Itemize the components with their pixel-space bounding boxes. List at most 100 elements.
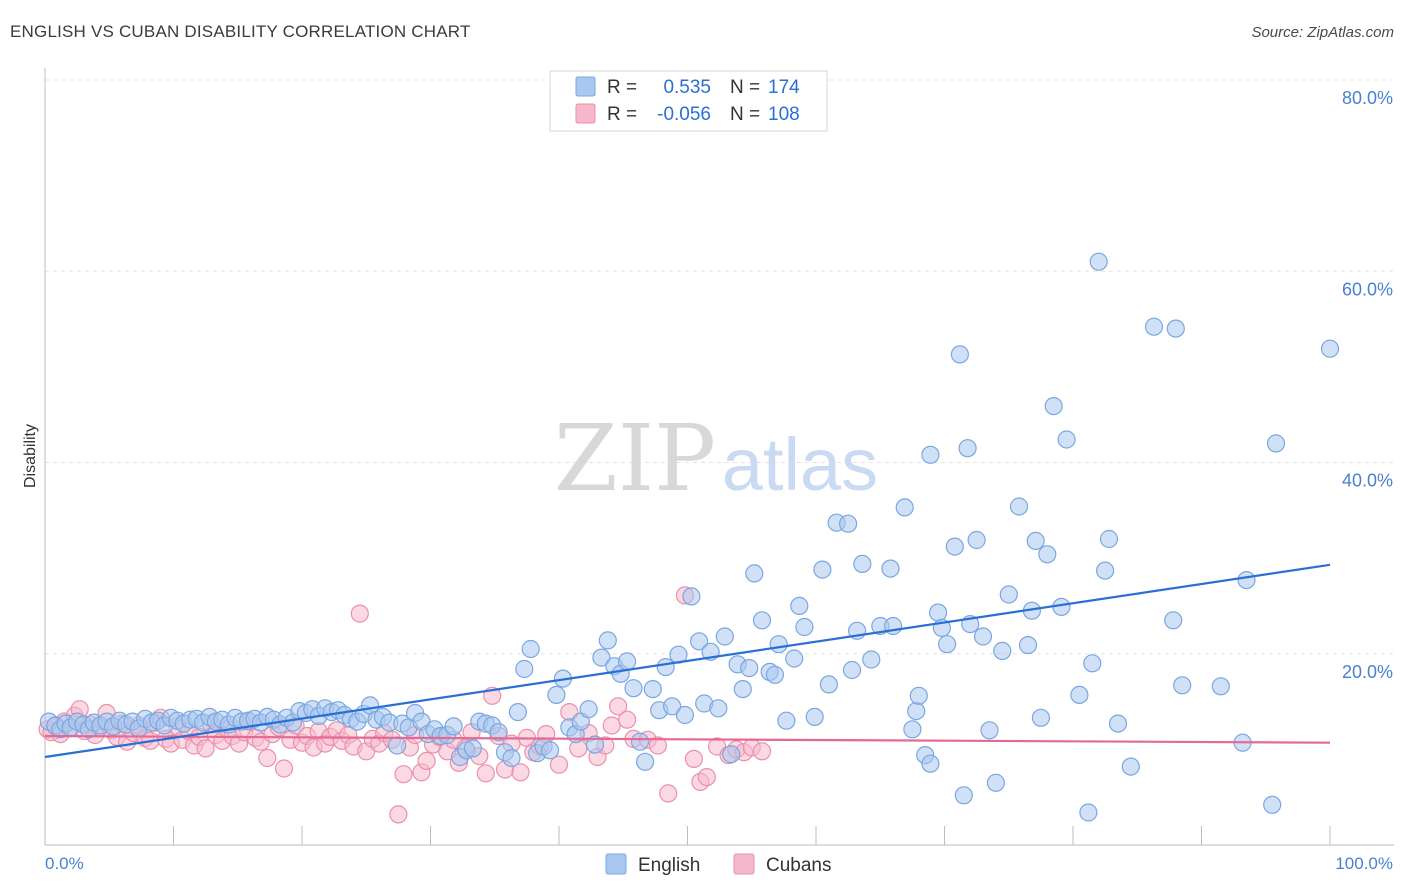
english-point: [1099, 529, 1119, 549]
english-r-value: 0.535: [663, 77, 711, 98]
cuban-point: [350, 604, 369, 623]
bottom-legend: English Cubans: [605, 853, 832, 876]
english-point: [986, 773, 1006, 792]
english-point: [862, 650, 881, 669]
english-point: [521, 639, 540, 659]
cuban-n-label: N =: [730, 104, 760, 125]
english-point: [958, 439, 977, 458]
english-r-label: R =: [607, 77, 637, 98]
english-point: [740, 658, 759, 678]
x-tick-label-max: 100.0%: [1335, 854, 1393, 873]
english-n-label: N =: [730, 77, 760, 98]
english-point: [579, 700, 598, 719]
english-point: [635, 752, 655, 771]
english-point: [881, 559, 900, 578]
english-point: [1108, 714, 1128, 733]
x-axis-ticks: [173, 826, 1331, 845]
english-point: [1018, 635, 1038, 655]
cuban-r-value: -0.056: [657, 104, 711, 125]
english-point: [1266, 434, 1286, 453]
gridlines: [45, 79, 1394, 655]
english-point: [1031, 708, 1051, 727]
english-point: [630, 732, 650, 751]
cuban-legend-swatch: [575, 103, 596, 124]
stats-legend: R = 0.535 N = 174 R = -0.056 N = 108: [549, 70, 828, 132]
cuban-point: [511, 763, 530, 782]
english-point: [853, 554, 872, 574]
english-point: [813, 560, 832, 579]
english-n-value: 174: [768, 77, 800, 98]
english-point: [895, 498, 914, 517]
bottom-legend-cubans-label: Cubans: [766, 855, 832, 876]
english-point: [785, 649, 804, 668]
english-point: [1083, 654, 1102, 673]
english-point: [765, 665, 785, 684]
english-point: [967, 530, 986, 550]
english-point: [592, 648, 611, 667]
english-point: [547, 685, 566, 705]
english-point: [1070, 685, 1089, 705]
cuban-point: [697, 767, 716, 787]
cuban-point: [394, 765, 413, 784]
stats-legend-box: [549, 70, 828, 132]
watermark-atlas: atlas: [722, 423, 878, 506]
english-point: [1044, 397, 1063, 416]
english-point: [790, 596, 809, 616]
english-point: [842, 660, 862, 680]
x-tick-label-min: 0.0%: [45, 854, 84, 873]
cuban-point: [602, 716, 621, 735]
english-trend-line: [44, 563, 1331, 759]
english-point: [805, 707, 824, 727]
english-point: [617, 652, 637, 671]
english-point: [1057, 430, 1076, 449]
english-point: [907, 701, 926, 721]
english-point: [715, 627, 734, 646]
cuban-point: [389, 805, 408, 824]
english-point: [643, 679, 662, 699]
english-point: [1164, 611, 1183, 630]
english-point: [1009, 497, 1029, 516]
english-point: [795, 617, 814, 637]
english-point: [769, 635, 788, 654]
y-tick-label: 20.0%: [1342, 662, 1393, 682]
cuban-point: [258, 748, 277, 768]
y-tick-labels: 20.0% 40.0% 60.0% 80.0%: [1342, 88, 1393, 682]
cuban-point: [549, 755, 569, 774]
english-point: [1173, 676, 1192, 695]
cuban-point: [752, 742, 772, 761]
cuban-point: [274, 759, 294, 778]
english-point: [709, 699, 728, 718]
chart-title: ENGLISH VS CUBAN DISABILITY CORRELATION …: [10, 22, 471, 41]
english-point: [950, 345, 970, 364]
english-point: [1026, 531, 1045, 551]
bottom-legend-cubans-swatch: [733, 853, 755, 875]
cuban-trend-line: [44, 734, 1331, 744]
english-point: [909, 686, 928, 705]
english-point: [973, 627, 993, 646]
cuban-point: [648, 736, 668, 755]
english-point: [1237, 570, 1256, 590]
english-point: [838, 514, 858, 533]
english-point: [508, 702, 528, 722]
english-point: [463, 739, 482, 758]
english-point: [777, 711, 796, 730]
english-point: [1079, 803, 1098, 822]
y-tick-label: 40.0%: [1342, 471, 1393, 491]
english-point: [722, 745, 741, 764]
english-point: [585, 735, 605, 754]
bottom-legend-english-swatch: [605, 853, 627, 875]
english-point: [819, 675, 839, 694]
cuban-point: [608, 697, 628, 716]
cuban-r-label: R =: [607, 104, 637, 125]
y-tick-label: 60.0%: [1342, 279, 1393, 299]
english-point: [598, 631, 617, 650]
english-point: [1095, 561, 1115, 580]
english-point: [388, 736, 407, 755]
english-point: [1320, 339, 1340, 358]
english-point: [937, 635, 957, 654]
y-axis-label: Disability: [22, 424, 39, 488]
english-points: [39, 252, 1340, 822]
bottom-legend-english-label: English: [638, 855, 700, 876]
